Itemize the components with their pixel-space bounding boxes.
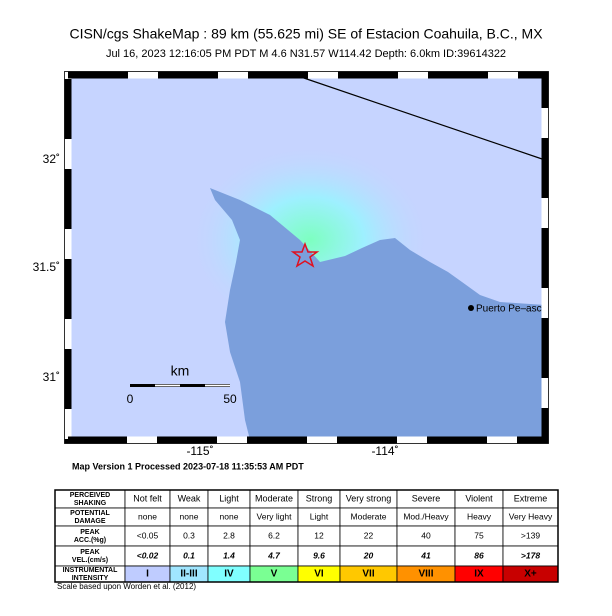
table-text: Not felt bbox=[133, 493, 162, 503]
row-header: DAMAGE bbox=[74, 518, 105, 525]
table-text: <0.02 bbox=[137, 550, 159, 560]
subtitle: Jul 16, 2023 12:16:05 PM PDT M 4.6 N31.5… bbox=[106, 48, 506, 60]
table-border bbox=[54, 489, 559, 583]
table-text: none bbox=[138, 511, 157, 521]
table-text: Heavy bbox=[467, 511, 492, 521]
table-text: <0.05 bbox=[137, 530, 159, 540]
table-text: IX bbox=[474, 569, 484, 580]
table-text: Light bbox=[310, 511, 329, 521]
table-text: VI bbox=[314, 569, 324, 580]
row-header: PEAK bbox=[80, 549, 99, 556]
lat-label: 31˚ bbox=[43, 370, 60, 384]
scale-start: 0 bbox=[127, 392, 134, 406]
fault-line bbox=[294, 74, 546, 161]
table-text: VIII bbox=[418, 569, 433, 580]
table-text: 22 bbox=[364, 530, 374, 540]
scale-bar-white bbox=[205, 384, 230, 387]
table-text: 0.3 bbox=[183, 530, 195, 540]
table-text: Light bbox=[219, 493, 239, 503]
table-text: I bbox=[146, 569, 149, 580]
table-text: Very Heavy bbox=[509, 511, 553, 521]
table-text: Weak bbox=[178, 493, 201, 503]
lat-label: 31.5˚ bbox=[33, 260, 60, 274]
table-text: IV bbox=[224, 569, 234, 580]
table-text: 2.8 bbox=[223, 530, 235, 540]
table-text: none bbox=[180, 511, 199, 521]
lon-label: -114˚ bbox=[371, 444, 398, 458]
frame bbox=[64, 71, 549, 444]
table-text: 0.1 bbox=[183, 550, 195, 560]
table-text: 12 bbox=[314, 530, 324, 540]
table-text: Moderate bbox=[351, 511, 387, 521]
row-header: INSTRUMENTAL bbox=[63, 567, 118, 574]
table-text: 20 bbox=[363, 550, 374, 560]
table-text: >139 bbox=[521, 530, 540, 540]
sea bbox=[210, 188, 545, 440]
table-text: Very light bbox=[257, 511, 293, 521]
table-text: II-III bbox=[180, 569, 197, 580]
lat-label: 32˚ bbox=[43, 152, 60, 166]
table-text: none bbox=[220, 511, 239, 521]
table-text: >178 bbox=[521, 550, 540, 560]
table-text: 75 bbox=[474, 530, 484, 540]
table-text: 9.6 bbox=[313, 550, 325, 560]
table-text: V bbox=[271, 569, 278, 580]
footer: Scale based upon Worden et al. (2012) bbox=[57, 582, 196, 591]
table-text: 86 bbox=[474, 550, 484, 560]
table-text: 6.2 bbox=[268, 530, 280, 540]
table-text: 40 bbox=[421, 530, 431, 540]
place-dot bbox=[468, 305, 474, 311]
table-text: 4.7 bbox=[267, 550, 281, 560]
table-text: 1.4 bbox=[223, 550, 235, 560]
scale-bar-white bbox=[155, 384, 180, 387]
lon-label: -115˚ bbox=[186, 444, 213, 458]
place-label: Puerto Pe–asco bbox=[476, 304, 548, 315]
table-text: 41 bbox=[420, 550, 431, 560]
row-header: POTENTIAL bbox=[70, 510, 110, 517]
version: Map Version 1 Processed 2023-07-18 11:35… bbox=[72, 461, 304, 471]
table-text: VII bbox=[362, 569, 374, 580]
scale-unit: km bbox=[171, 363, 190, 379]
table-text: Strong bbox=[306, 493, 333, 503]
row-header: INTENSITY bbox=[72, 575, 109, 582]
table-text: Moderate bbox=[255, 493, 293, 503]
row-header: VEL.(cm/s) bbox=[72, 557, 108, 564]
row-header: PERCEIVED bbox=[70, 492, 110, 499]
table-text: X+ bbox=[524, 569, 537, 580]
row-header: SHAKING bbox=[74, 500, 107, 507]
table-text: Severe bbox=[412, 493, 441, 503]
table-text: Very strong bbox=[346, 493, 392, 503]
row-header: PEAK bbox=[80, 529, 99, 536]
row-header: ACC.(%g) bbox=[74, 537, 106, 544]
frame-outline bbox=[64, 71, 549, 444]
table-text: Extreme bbox=[514, 493, 548, 503]
table-text: Violent bbox=[465, 493, 493, 503]
title: CISN/cgs ShakeMap : 89 km (55.625 mi) SE… bbox=[69, 26, 543, 42]
epicenter bbox=[290, 241, 320, 268]
scale-end: 50 bbox=[223, 392, 237, 406]
table-text: Mod./Heavy bbox=[403, 511, 449, 521]
